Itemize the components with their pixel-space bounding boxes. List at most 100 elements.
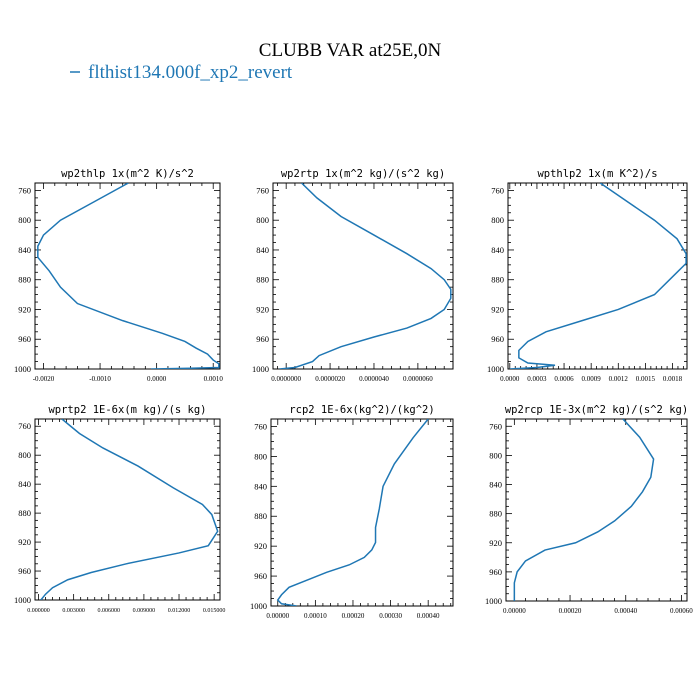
y-tick-label: 1000 bbox=[14, 364, 31, 374]
x-tick-label: 0.003000 bbox=[62, 608, 85, 614]
panel-5: rcp2 1E-6x(kg^2)/(kg^2) 760 800 840 880 920 96… bbox=[250, 404, 454, 620]
x-tick-label: 0.0000 bbox=[147, 375, 167, 383]
y-tick-label: 960 bbox=[256, 334, 269, 344]
x-tick-label: 0.0003 bbox=[527, 375, 547, 383]
y-tick-label: 800 bbox=[18, 450, 31, 460]
y-tick-label: 920 bbox=[491, 304, 504, 314]
x-tick-label: 0.006000 bbox=[98, 608, 121, 614]
plot-frame bbox=[270, 418, 454, 607]
series-line bbox=[509, 183, 687, 369]
x-tick-label: -0.0020 bbox=[33, 375, 55, 383]
y-tick-label: 1000 bbox=[14, 595, 31, 605]
panel-2: wp2rtp 1x(m^2 kg)/(s^2 kg) 760 800 840 880 92… bbox=[252, 168, 454, 383]
y-tick-label: 960 bbox=[18, 334, 31, 344]
y-tick-label: 800 bbox=[491, 215, 504, 225]
y-tick-label: 840 bbox=[254, 481, 267, 491]
y-tick-label: 1000 bbox=[487, 364, 504, 374]
plot-frame bbox=[34, 418, 221, 601]
y-tick-label: 760 bbox=[491, 185, 504, 195]
plot-frame bbox=[505, 418, 688, 602]
series-line bbox=[40, 419, 219, 600]
y-tick-label: 840 bbox=[256, 245, 269, 255]
x-tick-label: 0.0009 bbox=[582, 375, 602, 383]
y-tick-label: 880 bbox=[256, 275, 269, 285]
x-tick-label: 0.00020 bbox=[342, 612, 365, 620]
x-tick-label: 0.0015 bbox=[636, 375, 656, 383]
y-tick-label: 920 bbox=[489, 538, 502, 548]
y-tick-label: 760 bbox=[489, 421, 502, 431]
y-tick-label: 960 bbox=[489, 567, 502, 577]
panel-title: wp2rcp 1E-3x(m^2 kg)/(s^2 kg) bbox=[505, 404, 688, 416]
y-tick-label: 800 bbox=[18, 215, 31, 225]
panel-title: wprtp2 1E-6x(m kg)/(s kg) bbox=[48, 404, 206, 416]
x-tick-label: 0.0012 bbox=[609, 375, 629, 383]
x-tick-label: -0.0010 bbox=[89, 375, 111, 383]
y-tick-label: 800 bbox=[254, 451, 267, 461]
x-tick-label: 0.0006 bbox=[554, 375, 574, 383]
x-tick-label: 0.00010 bbox=[304, 612, 327, 620]
x-tick-label: 0.009000 bbox=[133, 608, 156, 614]
x-tick-label: 0.00040 bbox=[417, 612, 440, 620]
x-tick-label: 0.0000040 bbox=[359, 375, 389, 383]
y-tick-label: 920 bbox=[18, 537, 31, 547]
series-line bbox=[513, 419, 655, 601]
x-tick-label: 0.0000020 bbox=[315, 375, 345, 383]
x-tick-label: 0.00000 bbox=[503, 607, 526, 615]
y-tick-label: 920 bbox=[18, 304, 31, 314]
series-line bbox=[279, 183, 452, 369]
y-tick-label: 1000 bbox=[250, 601, 267, 611]
y-tick-label: 880 bbox=[18, 508, 31, 518]
legend-label: flthist134.000f_xp2_revert bbox=[88, 62, 293, 83]
y-tick-label: 920 bbox=[256, 304, 269, 314]
y-tick-label: 840 bbox=[491, 245, 504, 255]
x-tick-label: 0.0010 bbox=[204, 375, 224, 383]
x-tick-label: 0.00060 bbox=[670, 607, 693, 615]
y-tick-label: 1000 bbox=[485, 596, 502, 606]
x-tick-label: 0.00020 bbox=[559, 607, 582, 615]
plot-frame bbox=[507, 182, 688, 370]
y-tick-label: 960 bbox=[18, 566, 31, 576]
x-tick-label: 0.0018 bbox=[663, 375, 683, 383]
x-tick-label: 0.00040 bbox=[614, 607, 637, 615]
y-tick-label: 880 bbox=[254, 511, 267, 521]
y-tick-label: 840 bbox=[489, 480, 502, 490]
y-tick-label: 760 bbox=[254, 421, 267, 431]
panel-6: wp2rcp 1E-3x(m^2 kg)/(s^2 kg)760 800 840 88… bbox=[485, 404, 693, 615]
panel-title: wp2thlp 1x(m^2 K)/s^2 bbox=[61, 168, 194, 180]
x-tick-label: 0.0000060 bbox=[403, 375, 433, 383]
y-tick-label: 880 bbox=[489, 509, 502, 519]
x-tick-label: 0.000000 bbox=[27, 608, 50, 614]
figure-legend: flthist134.000f_xp2_revert bbox=[70, 62, 293, 83]
series-line bbox=[276, 419, 429, 606]
y-tick-label: 760 bbox=[256, 185, 269, 195]
y-tick-label: 760 bbox=[18, 185, 31, 195]
y-tick-label: 1000 bbox=[252, 364, 269, 374]
plot-frame bbox=[34, 182, 221, 370]
y-tick-label: 800 bbox=[489, 450, 502, 460]
y-tick-label: 800 bbox=[256, 215, 269, 225]
plot-frame bbox=[272, 182, 454, 370]
panel-3: wpthlp2 1x(m K^2)/s 760 800 840 880 920 960 100… bbox=[487, 168, 688, 383]
panels-group: wp2thlp 1x(m^2 K)/s^2 760 800 840 880 920 960 1… bbox=[14, 168, 693, 620]
panel-1: wp2thlp 1x(m^2 K)/s^2 760 800 840 880 920 960 1… bbox=[14, 168, 223, 383]
y-tick-label: 840 bbox=[18, 245, 31, 255]
y-tick-label: 960 bbox=[491, 334, 504, 344]
figure-title: CLUBB VAR at25E,0N bbox=[259, 40, 442, 61]
panel-4: wprtp2 1E-6x(m kg)/(s kg) 760 800 840 880 920… bbox=[14, 404, 225, 614]
y-tick-label: 760 bbox=[18, 421, 31, 431]
x-tick-label: 0.015000 bbox=[203, 608, 226, 614]
y-tick-label: 880 bbox=[491, 275, 504, 285]
x-tick-label: 0.0000 bbox=[500, 375, 520, 383]
panel-title: wpthlp2 1x(m K^2)/s bbox=[537, 168, 657, 180]
x-tick-label: 0.00000 bbox=[266, 612, 289, 620]
series-line bbox=[37, 183, 220, 369]
y-tick-label: 840 bbox=[18, 479, 31, 489]
panel-title: rcp2 1E-6x(kg^2)/(kg^2) bbox=[289, 404, 434, 416]
panel-title: wp2rtp 1x(m^2 kg)/(s^2 kg) bbox=[281, 168, 445, 180]
x-tick-label: 0.00030 bbox=[379, 612, 402, 620]
x-tick-label: 0.012000 bbox=[168, 608, 191, 614]
x-tick-label: 0.0000000 bbox=[271, 375, 301, 383]
y-tick-label: 920 bbox=[254, 541, 267, 551]
y-tick-label: 960 bbox=[254, 571, 267, 581]
